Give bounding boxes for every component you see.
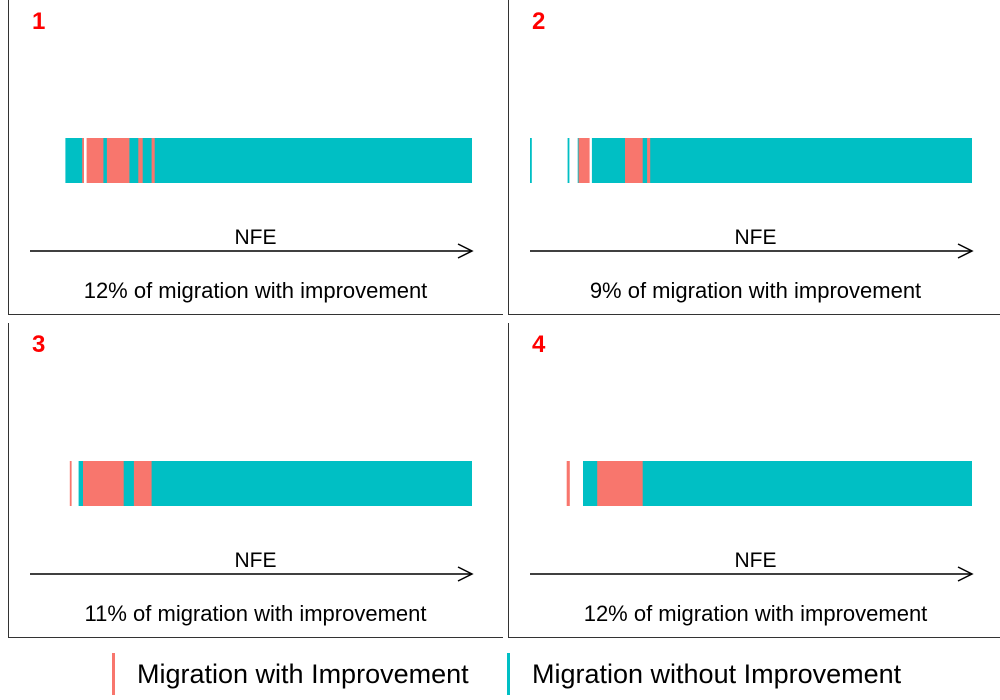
nfe-arrow-head [957, 566, 974, 582]
panel-number: 3 [32, 331, 46, 358]
strip-segment-without-improvement [127, 138, 472, 183]
strip-segment-with-improvement [578, 138, 590, 183]
y-axis-line [508, 0, 509, 315]
strip-segment-without-improvement [583, 461, 972, 506]
strip-segment-with-improvement [138, 138, 143, 183]
strip-segment-without-improvement [567, 138, 570, 183]
nfe-axis-label: NFE [234, 226, 277, 249]
panel-plot-1 [30, 138, 474, 259]
x-axis-line [8, 314, 503, 315]
strip-segment-with-improvement [597, 461, 643, 506]
y-axis-line [508, 323, 509, 638]
legend-item-with-improvement: Migration with Improvement [112, 648, 469, 700]
nfe-arrow-head [457, 566, 474, 582]
chart-panel-4: 4 NFE 12% of migration with improvement [508, 323, 1000, 638]
panel-number: 4 [532, 331, 546, 358]
strip-segment-with-improvement [86, 138, 104, 183]
panel-plot-3 [30, 461, 474, 582]
nfe-arrow-head [957, 243, 974, 259]
panel-caption: 12% of migration with improvement [83, 278, 428, 303]
strip-segment-without-improvement [78, 461, 83, 506]
y-axis-line [8, 323, 9, 638]
panel-caption: 11% of migration with improvement [84, 601, 427, 626]
legend-label-without-improvement: Migration without Improvement [532, 658, 902, 689]
x-axis-line [8, 637, 503, 638]
strip-segment-with-improvement [69, 461, 72, 506]
chart-panel-2: 2 NFE 9% of migration with improvement [508, 0, 1000, 315]
strip-segment-with-improvement [647, 138, 651, 183]
panel-caption: 9% of migration with improvement [589, 278, 922, 303]
panel-plot-4 [530, 461, 974, 582]
y-axis-line [8, 0, 9, 315]
strip-segment-without-improvement [530, 138, 532, 183]
nfe-axis-label: NFE [734, 549, 777, 572]
x-axis-line [508, 637, 1000, 638]
strip-segment-with-improvement [82, 138, 84, 183]
strip-segment-with-improvement [106, 138, 130, 183]
panel-number: 2 [532, 8, 546, 35]
nfe-axis-label: NFE [234, 549, 277, 572]
x-axis-line [508, 314, 1000, 315]
strip-segment-without-improvement [65, 138, 84, 183]
nfe-arrow-head [457, 243, 474, 259]
panel-number: 1 [32, 8, 46, 35]
chart-panel-3: 3 NFE 11% of migration with improvement [8, 323, 503, 638]
strip-segment-with-improvement [151, 138, 155, 183]
legend-label-with-improvement: Migration with Improvement [137, 658, 469, 689]
nfe-axis-label: NFE [734, 226, 777, 249]
panel-caption: 12% of migration with improvement [583, 601, 928, 626]
strip-segment-without-improvement [114, 461, 472, 506]
chart-panel-1: 1 NFE 12% of migration with improvement [8, 0, 503, 315]
legend-key-without-improvement [507, 653, 510, 695]
strip-segment-with-improvement [566, 461, 570, 506]
chart-legend: Migration with Improvement Migration wit… [0, 648, 1000, 700]
legend-key-with-improvement [112, 653, 115, 695]
strip-segment-with-improvement [83, 461, 124, 506]
legend-item-without-improvement: Migration without Improvement [507, 648, 901, 700]
panel-plot-2 [530, 138, 974, 259]
strip-segment-without-improvement [591, 138, 972, 183]
strip-segment-with-improvement [625, 138, 643, 183]
strip-segment-with-improvement [133, 461, 152, 506]
